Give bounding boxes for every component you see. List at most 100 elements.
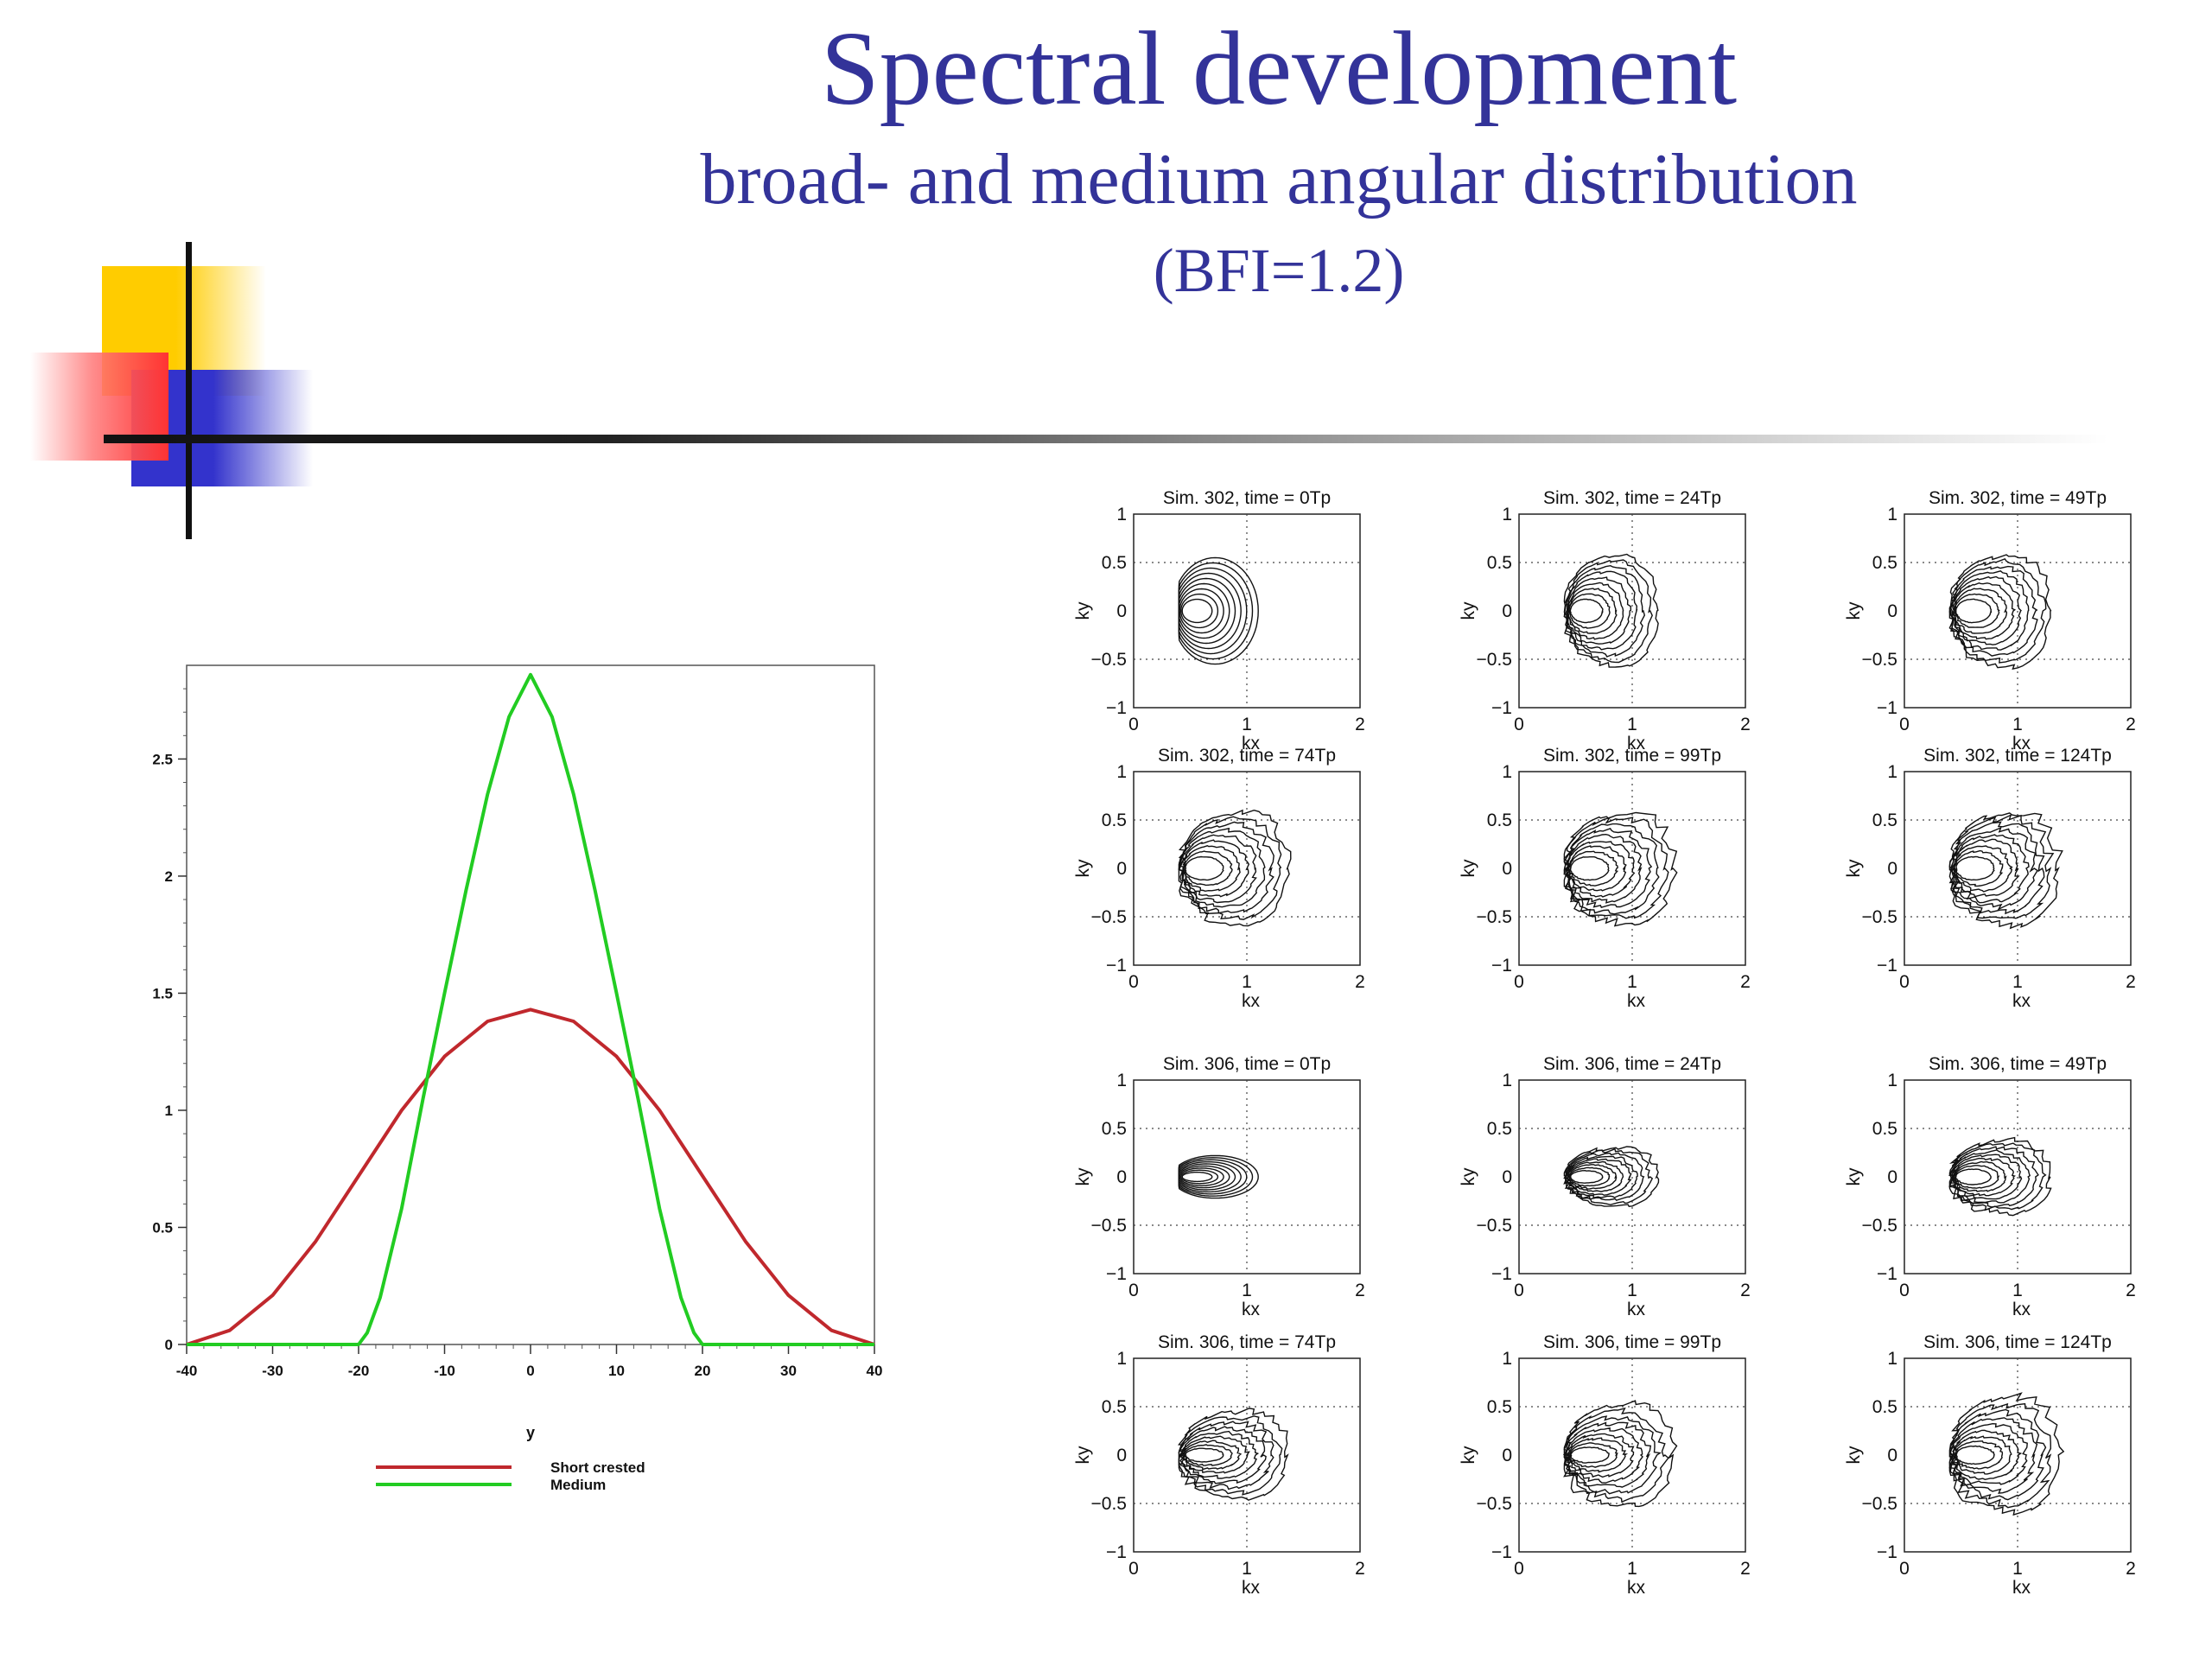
x-tick-label: 0	[1128, 715, 1139, 734]
contour-line	[1563, 1146, 1660, 1207]
x-axis-label: kx	[1627, 1300, 1646, 1319]
y-tick-label: 0.5	[1487, 1397, 1512, 1417]
x-tick-label: 0	[1514, 1281, 1524, 1300]
x-tick-label: 10	[608, 1363, 625, 1379]
contour-line	[1179, 1169, 1219, 1185]
y-axis-label: ky	[1459, 859, 1478, 878]
y-tick-label: 1	[1116, 762, 1127, 782]
y-tick-label: 1	[1887, 1071, 1897, 1090]
y-tick-label: 0.5	[1872, 553, 1897, 573]
x-tick-label: 0	[1899, 972, 1910, 992]
contour-line	[1952, 1160, 2007, 1192]
x-axis-label: kx	[1242, 1300, 1261, 1319]
y-tick-label: 1	[1116, 1349, 1127, 1369]
contour-line	[1179, 588, 1224, 634]
contour-line	[1955, 855, 1995, 881]
contour-line	[1948, 1408, 2047, 1501]
y-tick-label: 0.5	[1872, 810, 1897, 830]
contour-line	[1563, 1415, 1662, 1495]
x-tick-label: 0	[1899, 1281, 1910, 1300]
x-tick-label: 0	[1514, 972, 1524, 992]
y-axis-label: ky	[1459, 601, 1478, 620]
y-axis-label: ky	[1844, 601, 1864, 620]
contour-line	[1179, 1426, 1267, 1484]
y-tick-label: 0	[1502, 1167, 1512, 1187]
x-axis-label: kx	[1242, 734, 1261, 753]
y-axis-label: ky	[1073, 601, 1093, 620]
y-tick-label: −1	[1877, 1542, 1897, 1562]
panel-title: Sim. 302, time = 24Tp	[1543, 488, 1721, 508]
contour-line	[1948, 565, 2038, 657]
plot-frame	[186, 664, 875, 1345]
y-tick-label: 0.5	[1872, 1119, 1897, 1139]
panel-title: Sim. 302, time = 0Tp	[1163, 488, 1331, 508]
y-tick-label: 1	[1887, 1349, 1897, 1369]
y-tick-label: 1	[1116, 1071, 1127, 1090]
x-axis-label: kx	[1627, 1578, 1646, 1598]
y-tick-label: 0	[1116, 1446, 1127, 1465]
contour-line	[1948, 1142, 2047, 1211]
x-tick-label: 2	[1740, 1559, 1751, 1579]
y-tick-label: 1.5	[152, 985, 173, 1001]
y-tick-label: −0.5	[1862, 907, 1897, 927]
contour-line	[1184, 1447, 1224, 1463]
legend-label: Medium	[550, 1477, 606, 1493]
y-tick-label: −0.5	[1091, 907, 1127, 927]
contour-line	[1179, 1167, 1224, 1186]
y-tick-label: −1	[1491, 1264, 1512, 1284]
y-tick-label: 0	[165, 1337, 173, 1353]
contour-line	[1178, 1154, 1259, 1199]
y-tick-label: −1	[1877, 698, 1897, 718]
contour-line	[1948, 1392, 2065, 1516]
x-axis-label: kx	[2012, 1578, 2031, 1598]
x-axis-label: kx	[2012, 1300, 2031, 1319]
contour-line	[1179, 834, 1257, 904]
y-tick-label: −1	[1491, 1542, 1512, 1562]
contour-line	[1178, 1408, 1289, 1501]
y-axis-label: ky	[1844, 1167, 1864, 1186]
contour-line	[1563, 1400, 1678, 1508]
x-tick-label: 30	[780, 1363, 797, 1379]
contour-line	[1949, 834, 2030, 904]
contour-line	[1948, 826, 2038, 911]
y-tick-label: 0	[1502, 859, 1512, 879]
y-tick-label: 0	[1116, 1167, 1127, 1187]
contour-line	[1568, 1442, 1618, 1468]
contour-line	[1179, 1430, 1260, 1479]
contour-line	[1568, 850, 1618, 887]
panel-title: Sim. 306, time = 0Tp	[1163, 1054, 1331, 1074]
y-tick-label: 0.5	[1102, 810, 1127, 830]
contour-line	[1949, 570, 2030, 651]
x-axis-label: kx	[1242, 1578, 1261, 1598]
y-tick-label: 0.5	[1487, 1119, 1512, 1139]
contour-line	[1567, 828, 1653, 909]
contour-line	[1951, 575, 2023, 645]
y-tick-label: 0	[1116, 859, 1127, 879]
contour-line	[1181, 598, 1213, 624]
x-tick-label: -20	[348, 1363, 370, 1379]
y-tick-label: 0	[1502, 601, 1512, 621]
x-tick-label: 1	[1627, 715, 1637, 734]
x-tick-label: 0	[1514, 1559, 1524, 1579]
x-tick-label: 1	[2012, 1281, 2023, 1300]
legend-label: Short crested	[550, 1459, 645, 1476]
decoration-horizontal-rule	[104, 435, 2108, 443]
y-tick-label: −0.5	[1091, 1494, 1127, 1514]
y-tick-label: 0.5	[1487, 553, 1512, 573]
panel-title: Sim. 302, time = 99Tp	[1543, 746, 1721, 766]
y-tick-label: 0.5	[1872, 1397, 1897, 1417]
contour-line	[1948, 558, 2047, 664]
y-tick-label: 0	[1887, 1167, 1897, 1187]
contour-line	[1181, 1171, 1213, 1183]
y-tick-label: 0	[1502, 1446, 1512, 1465]
x-tick-label: 1	[1627, 1559, 1637, 1579]
contour-line	[1563, 811, 1678, 927]
panel-title: Sim. 306, time = 124Tp	[1923, 1332, 2112, 1352]
y-tick-label: 1	[1116, 505, 1127, 524]
y-tick-label: −0.5	[1862, 1494, 1897, 1514]
